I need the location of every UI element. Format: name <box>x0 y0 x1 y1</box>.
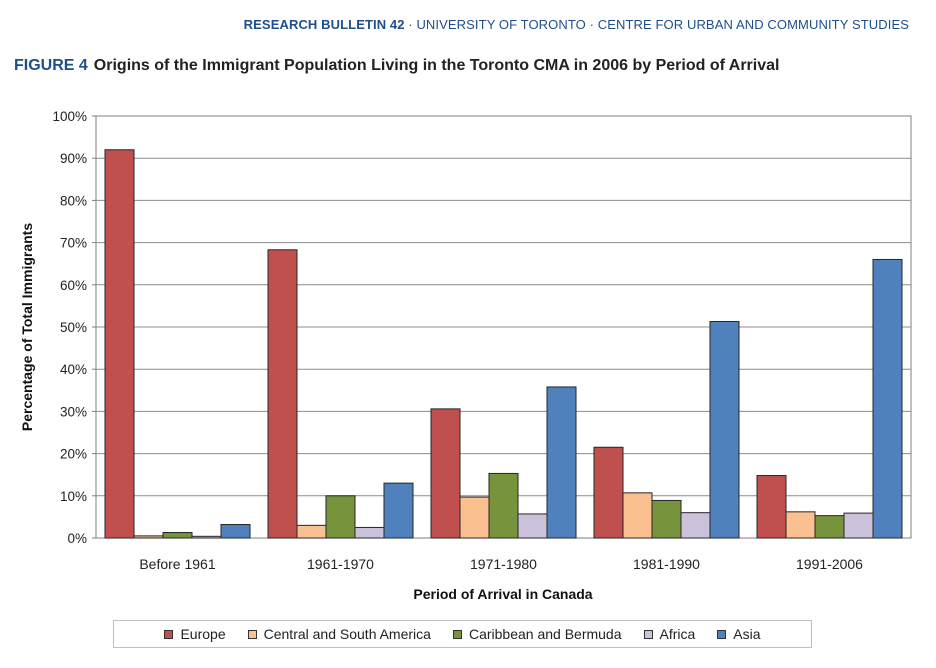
x-axis-label: Period of Arrival in Canada <box>413 586 592 602</box>
x-tick-label: 1961-1970 <box>307 556 374 572</box>
legend-swatch <box>452 629 462 639</box>
bar <box>756 475 787 539</box>
legend-item: Africa <box>643 626 696 642</box>
legend-swatch <box>717 629 727 639</box>
y-tick-label: 10% <box>60 489 87 504</box>
bar <box>104 149 135 539</box>
y-tick-label: 20% <box>60 447 87 462</box>
legend-item: Asia <box>717 626 761 642</box>
bar <box>133 535 164 539</box>
x-tick-label: 1971-1980 <box>470 556 537 572</box>
x-tick-label: Before 1961 <box>139 556 215 572</box>
bar <box>814 515 845 539</box>
bar <box>622 492 653 539</box>
bar <box>651 499 682 539</box>
y-tick-label: 70% <box>60 236 87 251</box>
legend-label: Central and South America <box>263 626 431 642</box>
figure-title: FIGURE 4 Origins of the Immigrant Populat… <box>14 57 779 75</box>
bar <box>872 258 903 539</box>
header-institution: · UNIVERSITY OF TORONTO · CENTRE FOR URB… <box>404 17 909 32</box>
y-tick-label: 80% <box>60 193 87 208</box>
figure-title-text: Origins of the Immigrant Population Livi… <box>93 57 780 74</box>
legend-item: Central and South America <box>247 626 431 642</box>
bar <box>267 249 298 539</box>
y-axis-label: Percentage of Total Immigrants <box>19 223 35 431</box>
figure-number: FIGURE 4 <box>14 57 88 74</box>
x-tick-label: 1981-1990 <box>633 556 700 572</box>
legend-swatch <box>164 629 174 639</box>
bar <box>354 526 385 539</box>
bar <box>843 512 874 539</box>
bar <box>593 446 624 539</box>
bar <box>785 511 816 539</box>
bar <box>488 472 519 539</box>
bar <box>680 512 711 539</box>
y-tick-label: 100% <box>52 109 87 124</box>
bulletin-label: RESEARCH BULLETIN 42 <box>243 17 405 32</box>
bar <box>383 482 414 539</box>
bar <box>220 523 251 539</box>
y-tick-label: 0% <box>67 531 87 546</box>
y-tick-label: 30% <box>60 404 87 419</box>
legend-item: Caribbean and Bermuda <box>452 626 622 642</box>
page-header: RESEARCH BULLETIN 42 · UNIVERSITY OF TOR… <box>244 17 909 32</box>
legend-label: Europe <box>180 626 226 642</box>
y-tick-label: 40% <box>60 362 87 377</box>
y-tick-label: 50% <box>60 320 87 335</box>
bar <box>191 535 222 539</box>
bar <box>325 495 356 539</box>
bar <box>517 513 548 539</box>
legend-label: Asia <box>733 626 761 642</box>
bar <box>546 386 577 539</box>
legend-swatch <box>643 629 653 639</box>
bar <box>162 532 193 539</box>
x-tick-label: 1991-2006 <box>796 556 863 572</box>
bar <box>430 408 461 539</box>
legend-item: Europe <box>164 626 226 642</box>
legend-label: Caribbean and Bermuda <box>468 626 622 642</box>
bar <box>296 524 327 539</box>
chart-legend: Europe Central and South America Caribbean… <box>113 620 812 648</box>
bar <box>459 496 490 539</box>
bar <box>709 321 740 539</box>
legend-label: Africa <box>659 626 696 642</box>
y-tick-label: 60% <box>60 278 87 293</box>
y-tick-label: 90% <box>60 151 87 166</box>
legend-swatch <box>247 629 257 639</box>
